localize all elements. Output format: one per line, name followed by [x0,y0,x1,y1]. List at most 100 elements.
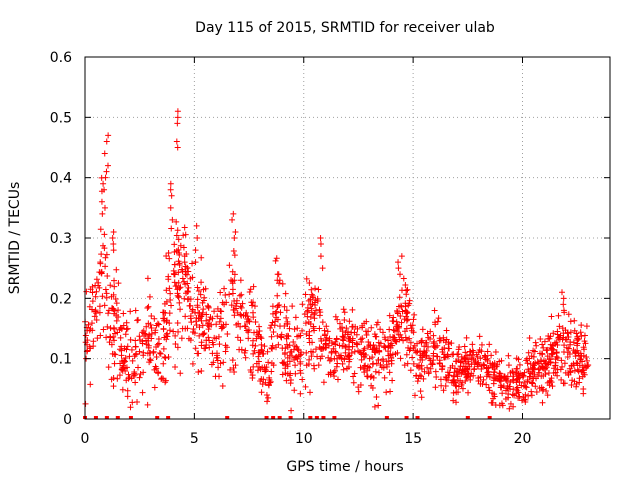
data-point [229,280,236,287]
data-point [273,255,280,262]
data-point [523,384,530,391]
data-point [103,251,110,258]
data-point [279,359,286,366]
data-point [119,364,126,371]
data-point [581,346,588,353]
data-point [437,337,444,344]
data-point [201,330,208,337]
data-point [549,350,556,357]
data-point [536,385,543,392]
data-point [432,319,439,326]
data-point [474,361,481,368]
data-point [319,319,326,326]
data-point [194,235,201,241]
data-point [261,343,268,350]
data-point [116,372,123,379]
data-point [459,367,466,374]
data-point [237,323,244,330]
data-point [323,344,330,351]
data-point [291,326,298,333]
data-point [97,226,104,233]
data-point [428,361,435,368]
axis-ticks [84,56,610,420]
data-point [99,210,106,217]
data-point [160,360,167,367]
data-point [307,296,314,303]
data-point [332,349,339,356]
data-point [287,380,294,387]
data-point [124,343,131,350]
data-point [245,318,252,325]
data-point [148,313,155,320]
data-point [286,352,293,359]
data-point [232,228,239,235]
data-point [247,367,254,374]
data-point [249,372,256,379]
data-point [548,313,555,320]
data-point [565,371,572,378]
data-point [108,341,115,348]
data-point [175,328,182,335]
data-point [101,204,108,211]
data-point [548,345,555,352]
data-point [178,335,185,342]
data-point [157,350,164,357]
data-point [398,253,405,260]
data-point [455,356,462,363]
data-point [318,338,325,345]
data-point [571,317,578,324]
data-point [302,320,309,327]
data-point [512,369,519,376]
data-point [346,338,353,345]
data-point [145,303,152,310]
data-point [547,377,554,384]
data-point [505,352,512,359]
data-point [481,352,488,359]
zero-marker [332,416,337,419]
data-point [238,291,245,298]
data-point [308,353,315,360]
data-point [163,336,170,343]
data-point [391,336,398,343]
data-point [165,273,172,280]
data-point [523,357,530,364]
data-point [216,341,223,348]
data-point [115,314,122,321]
data-point [579,364,586,371]
data-point [308,286,315,293]
data-point [180,244,187,251]
data-point [140,349,147,356]
data-point [364,363,371,370]
data-point [297,360,304,367]
data-point [424,364,431,371]
data-point [198,254,205,261]
data-point [443,336,450,343]
data-point [312,297,319,304]
data-point [542,371,549,378]
data-point [459,379,466,386]
data-point [388,357,395,364]
data-point [172,363,179,370]
data-point [433,374,440,381]
data-point [146,333,153,340]
data-point [462,349,469,356]
data-point [103,294,110,301]
zero-marker [128,416,133,419]
data-point [344,328,351,335]
data-point [108,376,115,383]
data-point [237,277,244,284]
data-point [274,292,281,299]
data-point [228,277,235,284]
data-point [367,342,374,349]
data-point [114,329,121,336]
data-point [182,271,189,278]
data-point [454,373,461,380]
data-point [302,383,309,390]
data-point [463,374,470,381]
data-point [394,309,401,316]
data-point [419,326,426,333]
y-tick-label: 0.3 [50,231,72,247]
data-point [251,303,258,310]
data-point [323,323,330,330]
